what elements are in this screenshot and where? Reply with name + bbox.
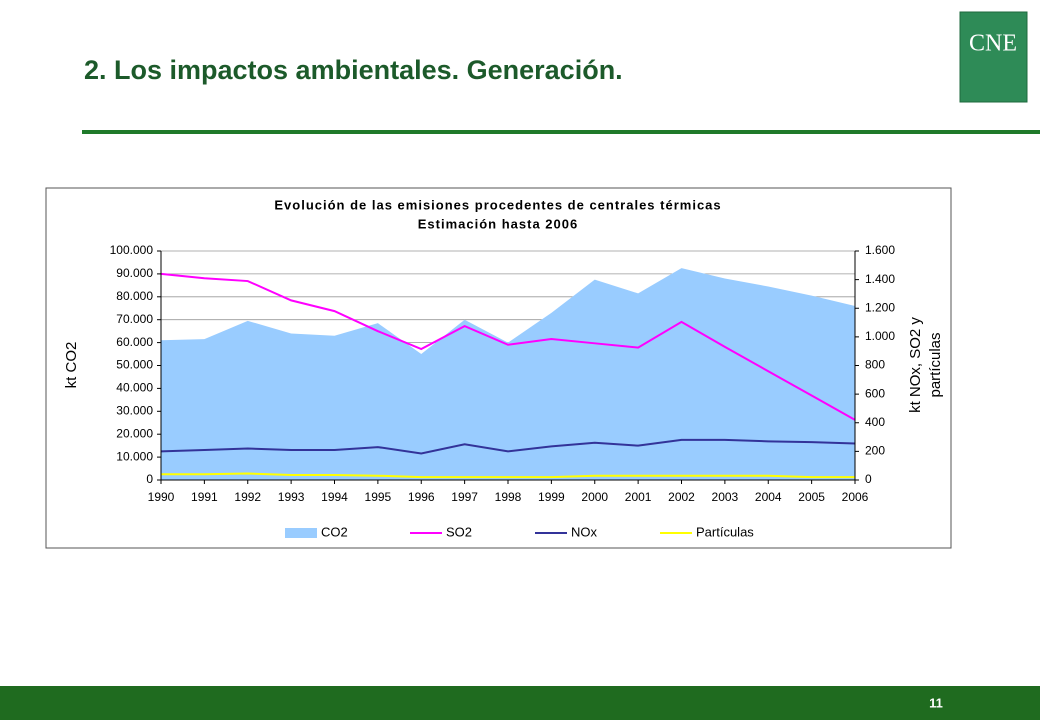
y-tick-label: 30.000 xyxy=(116,403,153,417)
x-tick-label: 1999 xyxy=(538,490,565,504)
x-tick-label: 1996 xyxy=(408,490,435,504)
x-tick-label: 2000 xyxy=(581,490,608,504)
x-tick-label: 2004 xyxy=(755,490,782,504)
x-tick-label: 1993 xyxy=(278,490,305,504)
y-tick-label: 0 xyxy=(146,472,153,486)
x-tick-label: 1998 xyxy=(495,490,522,504)
y-tick-label: 40.000 xyxy=(116,381,153,395)
y2-axis-label: partículas xyxy=(927,332,944,397)
slide-title: 2. Los impactos ambientales. Generación. xyxy=(84,55,623,85)
x-tick-label: 1991 xyxy=(191,490,218,504)
page-number: 11 xyxy=(929,695,943,710)
y2-tick-label: 1.600 xyxy=(865,243,895,257)
line xyxy=(160,272,856,421)
y-tick-label: 80.000 xyxy=(116,289,153,303)
y-tick-label: 20.000 xyxy=(116,426,153,440)
x-tick-label: 1990 xyxy=(148,490,175,504)
y-tick-label: 90.000 xyxy=(116,266,153,280)
x-tick-label: 1992 xyxy=(234,490,261,504)
chart-subtitle: Estimación hasta 2006 xyxy=(418,216,578,231)
legend-label: SO2 xyxy=(446,524,472,539)
x-tick-label: 1994 xyxy=(321,490,348,504)
x-tick-label: 2001 xyxy=(625,490,652,504)
y2-tick-label: 600 xyxy=(865,386,885,400)
line xyxy=(161,472,855,479)
y2-tick-label: 400 xyxy=(865,415,885,429)
footer-bar xyxy=(0,686,1040,720)
y-tick-label: 50.000 xyxy=(116,358,153,372)
legend-label: CO2 xyxy=(321,524,348,539)
y2-tick-label: 1.000 xyxy=(865,329,895,343)
x-tick-label: 2005 xyxy=(798,490,825,504)
x-tick-label: 2002 xyxy=(668,490,695,504)
legend-swatch xyxy=(285,528,317,538)
y2-tick-label: 1.200 xyxy=(865,300,895,314)
y-axis-label: kt CO2 xyxy=(63,342,80,389)
logo xyxy=(959,11,1028,103)
legend-label: Partículas xyxy=(696,524,754,539)
logo-text: CNE xyxy=(969,31,1017,57)
y2-axis-label: kt NOx, SO2 y xyxy=(907,317,924,413)
y-tick-label: 10.000 xyxy=(116,449,153,463)
line xyxy=(160,438,856,455)
y-tick-label: 100.000 xyxy=(110,243,154,257)
legend-label: NOx xyxy=(571,524,598,539)
x-tick-label: 2006 xyxy=(842,490,869,504)
title-rule xyxy=(82,130,1040,134)
x-tick-label: 2003 xyxy=(712,490,739,504)
x-tick-label: 1997 xyxy=(451,490,478,504)
y2-tick-label: 1.400 xyxy=(865,272,895,286)
y-tick-label: 70.000 xyxy=(116,312,153,326)
y2-tick-label: 200 xyxy=(865,444,885,458)
y2-tick-label: 800 xyxy=(865,358,885,372)
chart-title: Evolución de las emisiones procedentes d… xyxy=(274,197,721,212)
x-tick-label: 1995 xyxy=(365,490,392,504)
y-tick-label: 60.000 xyxy=(116,335,153,349)
y2-tick-label: 0 xyxy=(865,472,872,486)
